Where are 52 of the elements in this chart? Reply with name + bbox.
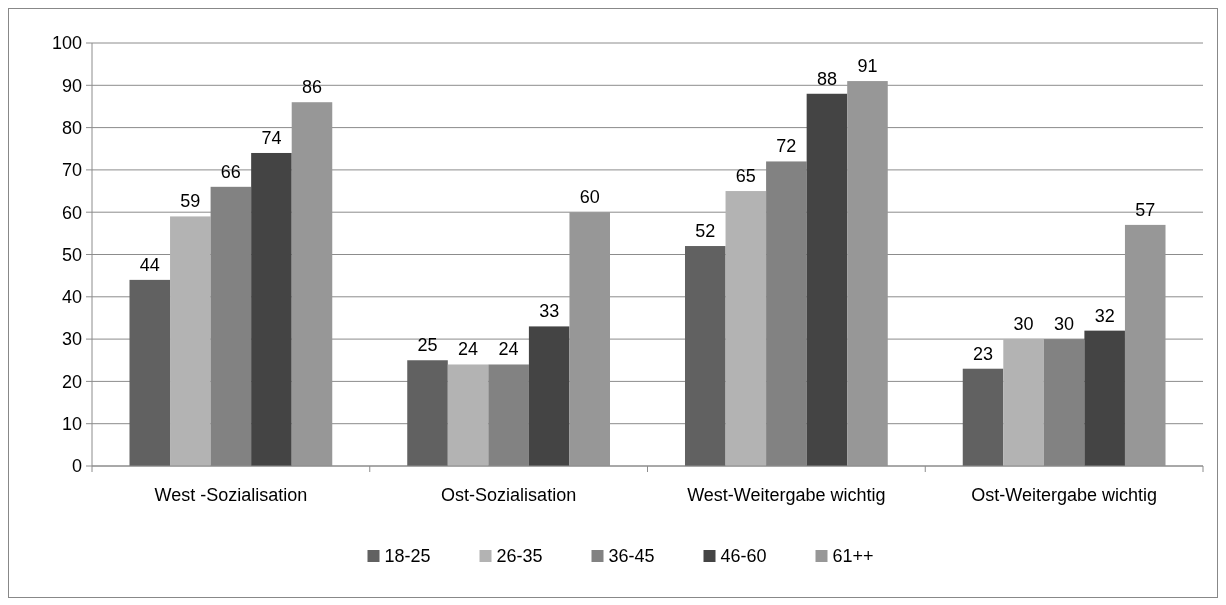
bar bbox=[407, 360, 448, 466]
data-label: 60 bbox=[579, 187, 600, 208]
bar bbox=[1084, 330, 1125, 466]
bar bbox=[528, 326, 570, 466]
x-tick-label: West -Sozialisation bbox=[154, 485, 308, 505]
bar bbox=[251, 152, 292, 466]
y-tick-label: 0 bbox=[71, 456, 82, 477]
y-tick-label: 50 bbox=[61, 244, 82, 265]
bar bbox=[1003, 339, 1044, 466]
data-label: 59 bbox=[180, 191, 201, 212]
y-tick-label: 80 bbox=[61, 117, 82, 138]
data-label: 91 bbox=[857, 56, 878, 77]
bar bbox=[685, 246, 726, 466]
y-tick-label: 30 bbox=[61, 329, 82, 350]
data-label: 66 bbox=[220, 161, 241, 182]
y-tick-label: 10 bbox=[61, 414, 82, 434]
data-label: 65 bbox=[735, 166, 756, 187]
y-tick-label: 20 bbox=[61, 371, 82, 392]
data-label: 57 bbox=[1135, 199, 1156, 220]
data-label: 86 bbox=[301, 77, 322, 98]
data-label: 44 bbox=[139, 254, 160, 275]
legend-label: 61++ bbox=[832, 546, 874, 567]
data-label: 88 bbox=[816, 68, 837, 89]
x-tick-label: West-Weitergabe wichtig bbox=[687, 485, 886, 505]
legend-label: 36-45 bbox=[608, 546, 655, 567]
legend-label: 26-35 bbox=[496, 546, 543, 567]
bar bbox=[170, 216, 211, 466]
data-label: 23 bbox=[973, 343, 994, 364]
y-tick-label: 40 bbox=[61, 287, 82, 308]
bar bbox=[806, 93, 848, 466]
bar bbox=[129, 279, 171, 466]
y-tick-label: 90 bbox=[61, 75, 82, 96]
legend-label: 18-25 bbox=[384, 546, 431, 567]
data-label: 52 bbox=[695, 221, 716, 242]
y-tick-label: 70 bbox=[61, 160, 82, 181]
x-tick-label: Ost-Weitergabe wichtig bbox=[971, 485, 1157, 505]
bar bbox=[447, 364, 489, 466]
bar bbox=[725, 191, 767, 466]
data-label: 25 bbox=[417, 335, 438, 356]
y-tick-label: 100 bbox=[51, 33, 82, 54]
data-label: 30 bbox=[1013, 314, 1034, 335]
x-tick-label: Ost-Sozialisation bbox=[441, 485, 577, 505]
data-label: 24 bbox=[458, 339, 479, 360]
data-label: 74 bbox=[261, 127, 282, 148]
data-label: 32 bbox=[1094, 305, 1115, 326]
data-label: 33 bbox=[539, 301, 560, 322]
data-label: 30 bbox=[1054, 314, 1075, 335]
legend-label: 46-60 bbox=[720, 546, 767, 567]
bar bbox=[962, 368, 1004, 466]
data-label: 24 bbox=[498, 339, 519, 360]
y-tick-label: 60 bbox=[61, 202, 82, 223]
data-label: 72 bbox=[776, 136, 797, 157]
